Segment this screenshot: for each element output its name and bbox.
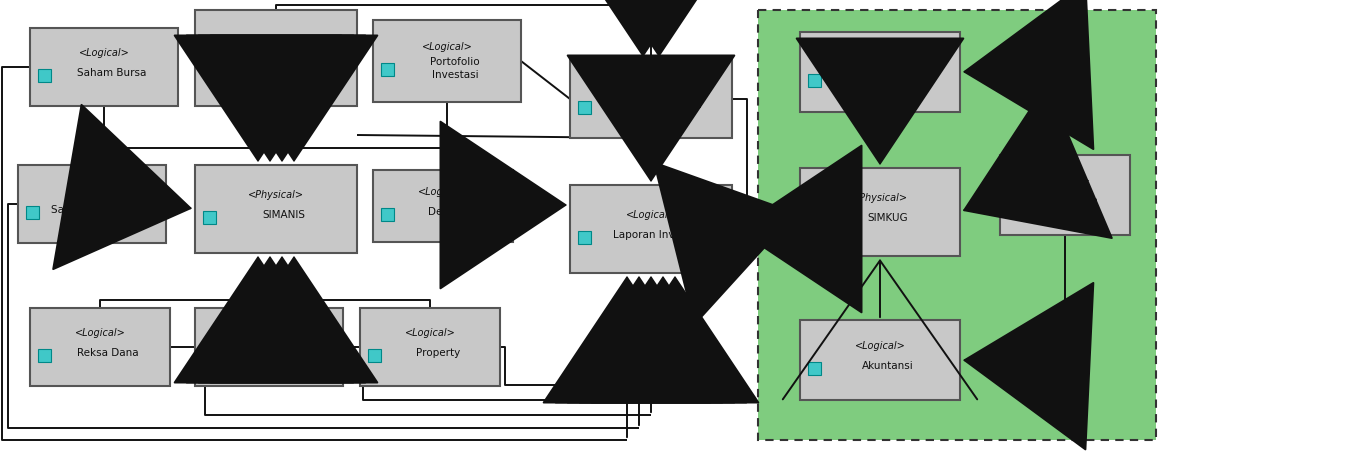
Bar [808, 74, 821, 87]
Text: <Physical>: <Physical> [248, 190, 304, 200]
Bar [382, 63, 394, 76]
Bar [1000, 155, 1130, 235]
Text: <Physical>: <Physical> [852, 193, 908, 203]
Text: Investasi: Investasi [432, 70, 478, 80]
Text: Klasifikasi: Klasifikasi [258, 67, 311, 77]
Text: <Logical>: <Logical> [417, 187, 469, 197]
Bar [382, 208, 394, 221]
Bar [195, 165, 357, 253]
Text: <Logical>: <Logical> [79, 48, 129, 58]
Bar [570, 60, 732, 138]
Text: Perhitungan ROI: Perhitungan ROI [616, 100, 702, 110]
Text: Fixed Income: Fixed Income [243, 348, 311, 358]
Bar [578, 101, 592, 114]
Text: Negosiasi &: Negosiasi & [254, 54, 315, 64]
Bar [203, 60, 215, 73]
Text: <Logical>: <Logical> [244, 328, 294, 338]
Bar [18, 165, 166, 243]
Text: Property: Property [416, 348, 461, 358]
Text: Saham Bursa: Saham Bursa [78, 68, 147, 78]
Bar [800, 32, 960, 112]
Text: SIMKUG: SIMKUG [868, 213, 908, 223]
Bar [758, 10, 1156, 440]
Text: <Logical>: <Logical> [855, 341, 905, 351]
Bar [800, 320, 960, 400]
Text: Laporan Investasi: Laporan Investasi [613, 230, 705, 240]
Text: <Logical>: <Logical> [626, 210, 676, 220]
Bar [373, 20, 521, 102]
Text: <Logical>: <Logical> [855, 53, 905, 63]
Bar [570, 185, 732, 273]
Text: <Logical>: <Logical> [421, 42, 473, 52]
Bar [1009, 197, 1021, 210]
Bar [360, 308, 500, 386]
Bar [808, 214, 821, 227]
Bar [195, 308, 343, 386]
Bar [203, 211, 215, 224]
Text: Anggaran: Anggaran [1048, 196, 1099, 206]
Text: Pembendaharaan: Pembendaharaan [842, 73, 934, 83]
Text: Reksa Dana: Reksa Dana [78, 348, 139, 358]
Bar [373, 170, 512, 242]
Bar [368, 349, 382, 362]
Text: <Logical>: <Logical> [405, 328, 455, 338]
Bar [800, 168, 960, 256]
Text: Akuntansi: Akuntansi [863, 361, 913, 371]
Text: SIMANIS: SIMANIS [263, 210, 305, 220]
Bar [38, 69, 50, 82]
Bar [38, 349, 50, 362]
Text: <Logical>: <Logical> [1040, 176, 1090, 186]
Bar [203, 349, 215, 362]
Text: <Logical>: <Logical> [67, 185, 117, 195]
Text: <Logical>: <Logical> [75, 328, 125, 338]
Bar [195, 10, 357, 106]
Bar [30, 28, 179, 106]
Bar [578, 231, 592, 244]
Bar [30, 308, 170, 386]
Text: Portofolio: Portofolio [431, 57, 480, 67]
Bar [808, 362, 821, 375]
Bar [26, 206, 40, 219]
Text: <Logical>: <Logical> [626, 80, 676, 90]
Text: Saham Penyertaan: Saham Penyertaan [50, 205, 150, 215]
Text: Deposito: Deposito [428, 207, 474, 217]
Text: <Logical>: <Logical> [251, 39, 301, 49]
